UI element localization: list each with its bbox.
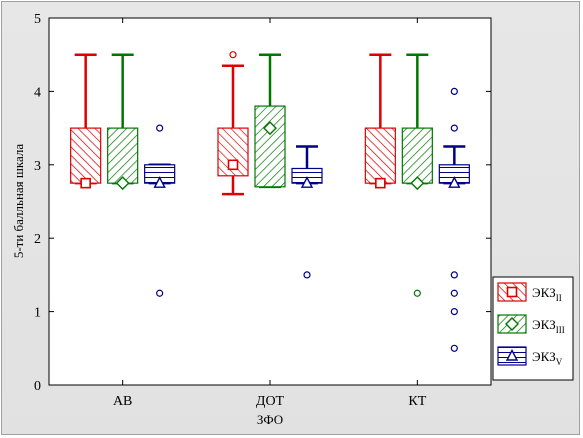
median-marker <box>80 177 91 189</box>
outlier-point <box>450 344 458 352</box>
box-v-0 <box>144 124 176 297</box>
box-v-1 <box>291 145 323 279</box>
legend-label-subscript: II <box>556 293 562 303</box>
legend-label-subscript: III <box>556 325 565 335</box>
box-ii-1 <box>217 51 249 196</box>
legend-label: ЭКЗV <box>532 349 563 367</box>
outlier-point <box>450 308 458 316</box>
y-tick-label: 0 <box>34 379 41 394</box>
legend-item-ii: ЭКЗII <box>497 282 562 303</box>
x-tick-label: АВ <box>113 394 132 409</box>
outlier-point <box>450 124 458 132</box>
outlier-point <box>156 124 164 132</box>
outlier-point <box>413 289 421 297</box>
median-marker <box>448 176 461 188</box>
y-tick-label: 4 <box>34 85 41 100</box>
x-axis-title: ЗФО <box>257 412 283 427</box>
legend-marker <box>505 348 519 361</box>
iqr-box <box>401 127 433 184</box>
median-marker <box>300 176 314 188</box>
y-tick-label: 2 <box>34 232 41 247</box>
box-v-2 <box>438 87 470 352</box>
iqr-box <box>364 127 396 184</box>
outlier-point <box>303 271 311 279</box>
iqr-box <box>107 127 139 184</box>
series-iii <box>107 53 433 297</box>
x-axis: АВ ДОТ КТ <box>113 18 427 409</box>
median-marker <box>375 177 386 189</box>
median-marker <box>115 176 130 191</box>
iqr-box <box>254 105 286 188</box>
x-tick-label: КТ <box>408 394 426 409</box>
box-ii-2 <box>364 53 396 189</box>
legend-label: ЭКЗII <box>532 285 562 303</box>
series-v <box>144 87 470 352</box>
outlier-point <box>450 87 458 96</box>
box-iii-1 <box>254 53 286 189</box>
y-tick-label: 1 <box>34 306 41 321</box>
outlier-point <box>229 51 237 59</box>
y-axis-title: 5-ти балльная шкала <box>11 144 26 259</box>
legend-marker <box>505 317 519 331</box>
median-marker <box>153 176 166 188</box>
box-series-group <box>70 51 470 352</box>
legend-marker <box>506 286 518 298</box>
y-axis: 0 1 2 3 4 5 <box>34 12 491 394</box>
median-marker <box>410 176 425 191</box>
box-ii-0 <box>70 53 102 189</box>
legend-label-main: ЭКЗ <box>532 285 556 300</box>
legend-label-main: ЭКЗ <box>532 317 556 332</box>
legend-item-v: ЭКЗV <box>497 346 563 367</box>
y-tick-label: 5 <box>34 12 41 27</box>
x-tick-label: ДОТ <box>256 394 285 409</box>
legend-label-main: ЭКЗ <box>532 349 556 364</box>
outlier-point <box>450 289 458 297</box>
median-marker <box>227 159 239 171</box>
legend-label: ЭКЗIII <box>532 317 565 335</box>
y-tick-label: 3 <box>34 159 41 174</box>
series-ii <box>70 51 396 196</box>
outlier-point <box>450 271 458 279</box>
legend-label-subscript: V <box>556 357 563 367</box>
box-iii-0 <box>107 53 139 191</box>
box-iii-2 <box>401 53 433 297</box>
iqr-box <box>70 127 102 184</box>
outlier-point <box>156 289 164 297</box>
legend-item-iii: ЭКЗIII <box>497 314 565 335</box>
median-marker <box>263 121 277 136</box>
